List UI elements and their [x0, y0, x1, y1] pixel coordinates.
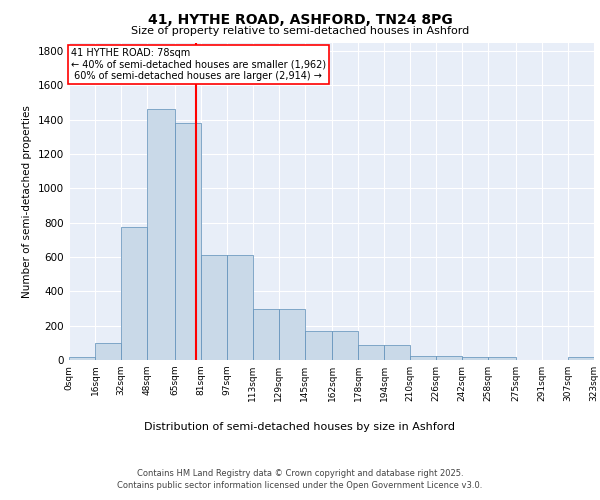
Text: Size of property relative to semi-detached houses in Ashford: Size of property relative to semi-detach…	[131, 26, 469, 36]
Bar	[147, 110, 175, 360]
Bar	[385, 346, 410, 360]
Bar	[436, 356, 463, 360]
Bar	[253, 310, 278, 360]
Bar	[95, 343, 121, 360]
Bar	[568, 358, 594, 360]
Bar	[410, 356, 436, 360]
Bar	[305, 331, 332, 360]
Text: Contains HM Land Registry data © Crown copyright and database right 2025.: Contains HM Land Registry data © Crown c…	[137, 469, 463, 478]
Bar	[227, 256, 253, 360]
Text: 41, HYTHE ROAD, ASHFORD, TN24 8PG: 41, HYTHE ROAD, ASHFORD, TN24 8PG	[148, 12, 452, 26]
Y-axis label: Number of semi-detached properties: Number of semi-detached properties	[22, 105, 32, 298]
Bar	[358, 346, 385, 360]
Bar	[332, 331, 358, 360]
Bar	[121, 227, 147, 360]
Text: 41 HYTHE ROAD: 78sqm
← 40% of semi-detached houses are smaller (1,962)
 60% of s: 41 HYTHE ROAD: 78sqm ← 40% of semi-detac…	[71, 48, 326, 81]
Bar	[200, 256, 227, 360]
Bar	[175, 123, 200, 360]
Bar	[463, 358, 488, 360]
Bar	[278, 310, 305, 360]
Text: Distribution of semi-detached houses by size in Ashford: Distribution of semi-detached houses by …	[145, 422, 455, 432]
Text: Contains public sector information licensed under the Open Government Licence v3: Contains public sector information licen…	[118, 481, 482, 490]
Bar	[69, 358, 95, 360]
Bar	[488, 358, 516, 360]
